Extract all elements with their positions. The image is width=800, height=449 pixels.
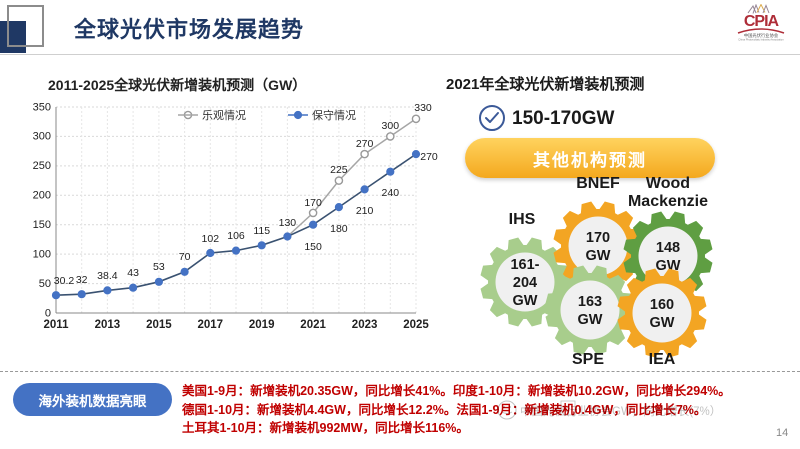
svg-text:IHS: IHS xyxy=(509,211,536,228)
svg-text:BNEF: BNEF xyxy=(576,175,620,192)
svg-text:Mackenzie: Mackenzie xyxy=(628,193,708,210)
svg-text:SPE: SPE xyxy=(572,351,604,368)
svg-text:163: 163 xyxy=(578,294,602,310)
svg-text:IEA: IEA xyxy=(649,351,676,368)
svg-text:Wood: Wood xyxy=(646,175,690,192)
svg-text:GW: GW xyxy=(578,312,603,328)
svg-text:161-: 161- xyxy=(510,257,539,273)
svg-text:170: 170 xyxy=(586,230,610,246)
svg-text:GW: GW xyxy=(650,315,675,331)
svg-text:160: 160 xyxy=(650,297,674,313)
svg-text:GW: GW xyxy=(513,293,538,309)
svg-text:GW: GW xyxy=(586,248,611,264)
svg-text:204: 204 xyxy=(513,275,537,291)
svg-text:148: 148 xyxy=(656,240,680,256)
